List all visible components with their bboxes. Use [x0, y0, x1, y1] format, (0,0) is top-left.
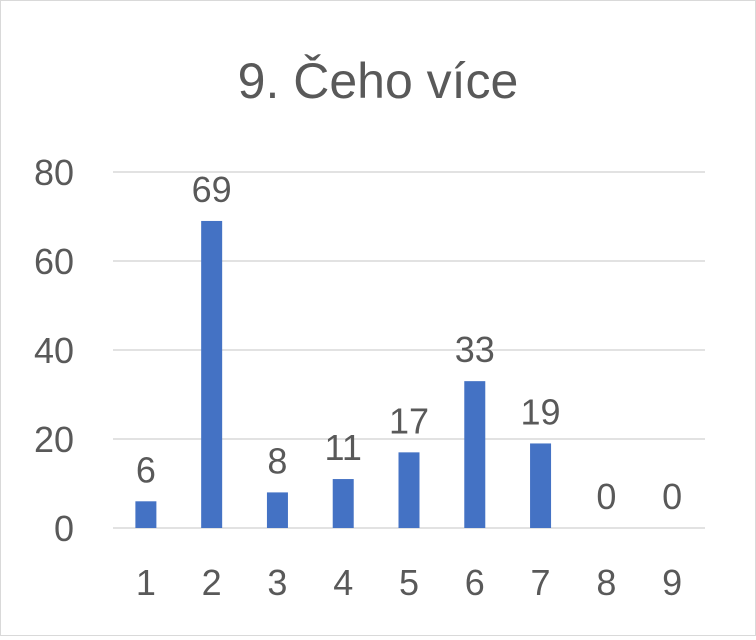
data-label: 8	[267, 440, 287, 481]
x-tick-label: 7	[531, 562, 551, 603]
x-tick-label: 2	[202, 562, 222, 603]
chart-title: 9. Čeho více	[238, 53, 519, 109]
bar	[135, 501, 157, 528]
data-label: 0	[596, 476, 616, 517]
bar	[398, 452, 420, 528]
bar	[332, 479, 354, 528]
x-tick-label: 1	[136, 562, 156, 603]
data-label: 17	[389, 400, 429, 441]
data-label: 69	[192, 169, 232, 210]
bar	[201, 220, 223, 528]
data-labels: 6 69 8 11 17 33 19 0 0	[136, 169, 682, 517]
y-axis: 0 20 40 60 80	[34, 152, 74, 549]
x-tick-label: 3	[267, 562, 287, 603]
y-tick-label: 40	[34, 330, 74, 371]
y-tick-label: 20	[34, 419, 74, 460]
data-label: 33	[455, 329, 495, 370]
bars	[135, 220, 552, 528]
data-label: 19	[521, 391, 561, 432]
y-tick-label: 60	[34, 241, 74, 282]
data-label: 0	[662, 476, 682, 517]
data-label: 6	[136, 449, 156, 490]
x-tick-label: 8	[596, 562, 616, 603]
bar	[464, 381, 486, 528]
x-axis: 1 2 3 4 5 6 7 8 9	[136, 562, 682, 603]
y-tick-label: 0	[54, 508, 74, 549]
bar	[266, 492, 288, 528]
x-tick-label: 5	[399, 562, 419, 603]
y-tick-label: 80	[34, 152, 74, 193]
x-tick-label: 9	[662, 562, 682, 603]
x-tick-label: 4	[333, 562, 353, 603]
x-tick-label: 6	[465, 562, 485, 603]
data-label: 11	[325, 427, 362, 468]
bar	[530, 443, 552, 528]
